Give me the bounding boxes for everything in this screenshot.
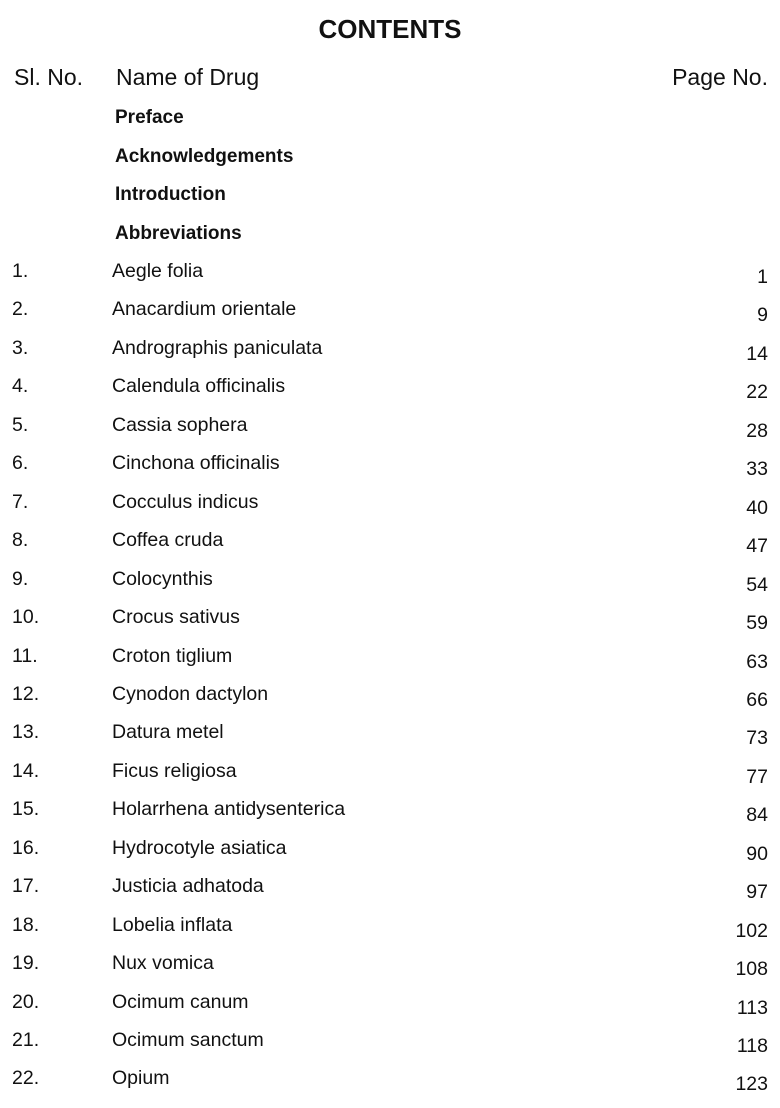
contents-row: 6. Cinchona officinalis 33 xyxy=(0,452,780,482)
drug-name: Ocimum sanctum xyxy=(112,1029,264,1051)
serial-number: 7. xyxy=(12,490,29,513)
serial-number: 12. xyxy=(12,682,40,705)
drug-name: Anacardium orientale xyxy=(112,298,297,321)
contents-row: 20. Ocimum canum 113 xyxy=(0,991,780,1021)
serial-number: 10. xyxy=(12,606,40,629)
serial-number: 18. xyxy=(12,913,40,936)
drug-name: Holarrhena antidysenterica xyxy=(112,798,346,821)
contents-row: 4. Calendula officinalis 22 xyxy=(0,375,780,405)
contents-row: 19. Nux vomica 108 xyxy=(0,952,780,982)
serial-number: 2. xyxy=(12,298,29,321)
drug-name: Nux vomica xyxy=(112,952,214,975)
serial-number: 8. xyxy=(12,529,29,552)
page-number: 14 xyxy=(746,342,768,365)
front-matter-item: Acknowledgements xyxy=(115,145,294,167)
contents-row: 15. Holarrhena antidysenterica 84 xyxy=(0,798,780,828)
serial-number: 5. xyxy=(12,413,29,436)
page-number: 73 xyxy=(746,727,768,750)
page-number: 63 xyxy=(746,650,768,673)
drug-name: Andrographis paniculata xyxy=(112,336,323,359)
drug-name: Cassia sophera xyxy=(112,413,248,436)
page-number: 66 xyxy=(746,688,768,711)
drug-name: Justicia adhatoda xyxy=(112,875,264,898)
contents-row: 7. Cocculus indicus 40 xyxy=(0,491,780,521)
page-number: 123 xyxy=(735,1073,768,1096)
page-number: 84 xyxy=(746,804,768,827)
page-number: 108 xyxy=(735,958,768,981)
contents-row: 12. Cynodon dactylon 66 xyxy=(0,683,780,713)
column-header-page: Page No. xyxy=(672,64,768,90)
drug-name: Cinchona officinalis xyxy=(112,452,280,475)
contents-row: 22. Opium 123 xyxy=(0,1067,780,1097)
drug-name: Opium xyxy=(112,1067,170,1090)
contents-row: 11. Croton tiglium 63 xyxy=(0,645,780,675)
contents-row: 8. Coffea cruda 47 xyxy=(0,529,780,559)
drug-name: Calendula officinalis xyxy=(112,375,286,398)
contents-row: 9. Colocynthis 54 xyxy=(0,568,780,598)
contents-row: 3. Andrographis paniculata 14 xyxy=(0,337,780,367)
page-number: 97 xyxy=(746,881,768,904)
page-number: 1 xyxy=(757,266,768,288)
contents-row: 2. Anacardium orientale 9 xyxy=(0,298,780,328)
page-number: 118 xyxy=(736,1035,768,1057)
front-matter-item: Preface xyxy=(115,107,184,128)
contents-row: 10. Crocus sativus 59 xyxy=(0,606,780,636)
page-number: 40 xyxy=(746,496,768,519)
serial-number: 22. xyxy=(12,1067,40,1090)
page-number: 113 xyxy=(736,996,768,1019)
serial-number: 4. xyxy=(12,375,29,398)
front-matter-item: Introduction xyxy=(115,184,226,205)
page-number: 59 xyxy=(746,612,768,635)
contents-row: 17. Justicia adhatoda 97 xyxy=(0,875,780,905)
drug-name: Aegle folia xyxy=(112,260,204,282)
page-number: 102 xyxy=(735,919,768,942)
serial-number: 1. xyxy=(12,260,29,282)
page-number: 9 xyxy=(757,304,768,327)
contents-row: 16. Hydrocotyle asiatica 90 xyxy=(0,837,780,867)
drug-name: Lobelia inflata xyxy=(112,913,233,936)
drug-name: Ficus religiosa xyxy=(112,759,237,782)
drug-name: Datura metel xyxy=(112,721,224,744)
page-number: 47 xyxy=(746,535,768,558)
page-number: 33 xyxy=(746,458,768,481)
serial-number: 17. xyxy=(12,875,40,898)
serial-number: 21. xyxy=(12,1029,40,1051)
serial-number: 11. xyxy=(12,644,38,667)
contents-row: 14. Ficus religiosa 77 xyxy=(0,760,780,790)
front-matter-item: Abbreviations xyxy=(115,222,242,244)
contents-row: 1. Aegle folia 1 xyxy=(0,260,780,290)
column-header-sl-no: Sl. No. xyxy=(14,64,84,90)
drug-name: Coffea cruda xyxy=(112,529,224,552)
page-number: 22 xyxy=(746,381,768,404)
page-number: 77 xyxy=(746,765,768,788)
serial-number: 14. xyxy=(12,759,40,782)
serial-number: 20. xyxy=(12,990,40,1013)
contents-row: 13. Datura metel 73 xyxy=(0,721,780,751)
serial-number: 15. xyxy=(12,798,40,821)
serial-number: 9. xyxy=(12,567,29,590)
page-number: 54 xyxy=(746,573,768,596)
serial-number: 16. xyxy=(12,836,40,859)
page-number: 90 xyxy=(746,842,768,865)
drug-name: Cocculus indicus xyxy=(112,490,259,513)
drug-name: Cynodon dactylon xyxy=(112,682,269,705)
drug-name: Hydrocotyle asiatica xyxy=(112,836,287,859)
drug-name: Croton tiglium xyxy=(112,644,233,667)
column-header-name: Name of Drug xyxy=(116,64,260,90)
serial-number: 3. xyxy=(12,336,29,359)
contents-row: 18. Lobelia inflata 102 xyxy=(0,914,780,944)
serial-number: 19. xyxy=(12,952,40,975)
page-title: CONTENTS xyxy=(318,14,462,44)
contents-row: 5. Cassia sophera 28 xyxy=(0,414,780,444)
contents-row: 21. Ocimum sanctum 118 xyxy=(0,1029,780,1059)
serial-number: 6. xyxy=(12,452,29,475)
page-number: 28 xyxy=(746,419,768,442)
serial-number: 13. xyxy=(12,721,40,744)
drug-name: Ocimum canum xyxy=(112,990,249,1013)
drug-name: Crocus sativus xyxy=(112,606,240,629)
drug-name: Colocynthis xyxy=(112,567,213,590)
